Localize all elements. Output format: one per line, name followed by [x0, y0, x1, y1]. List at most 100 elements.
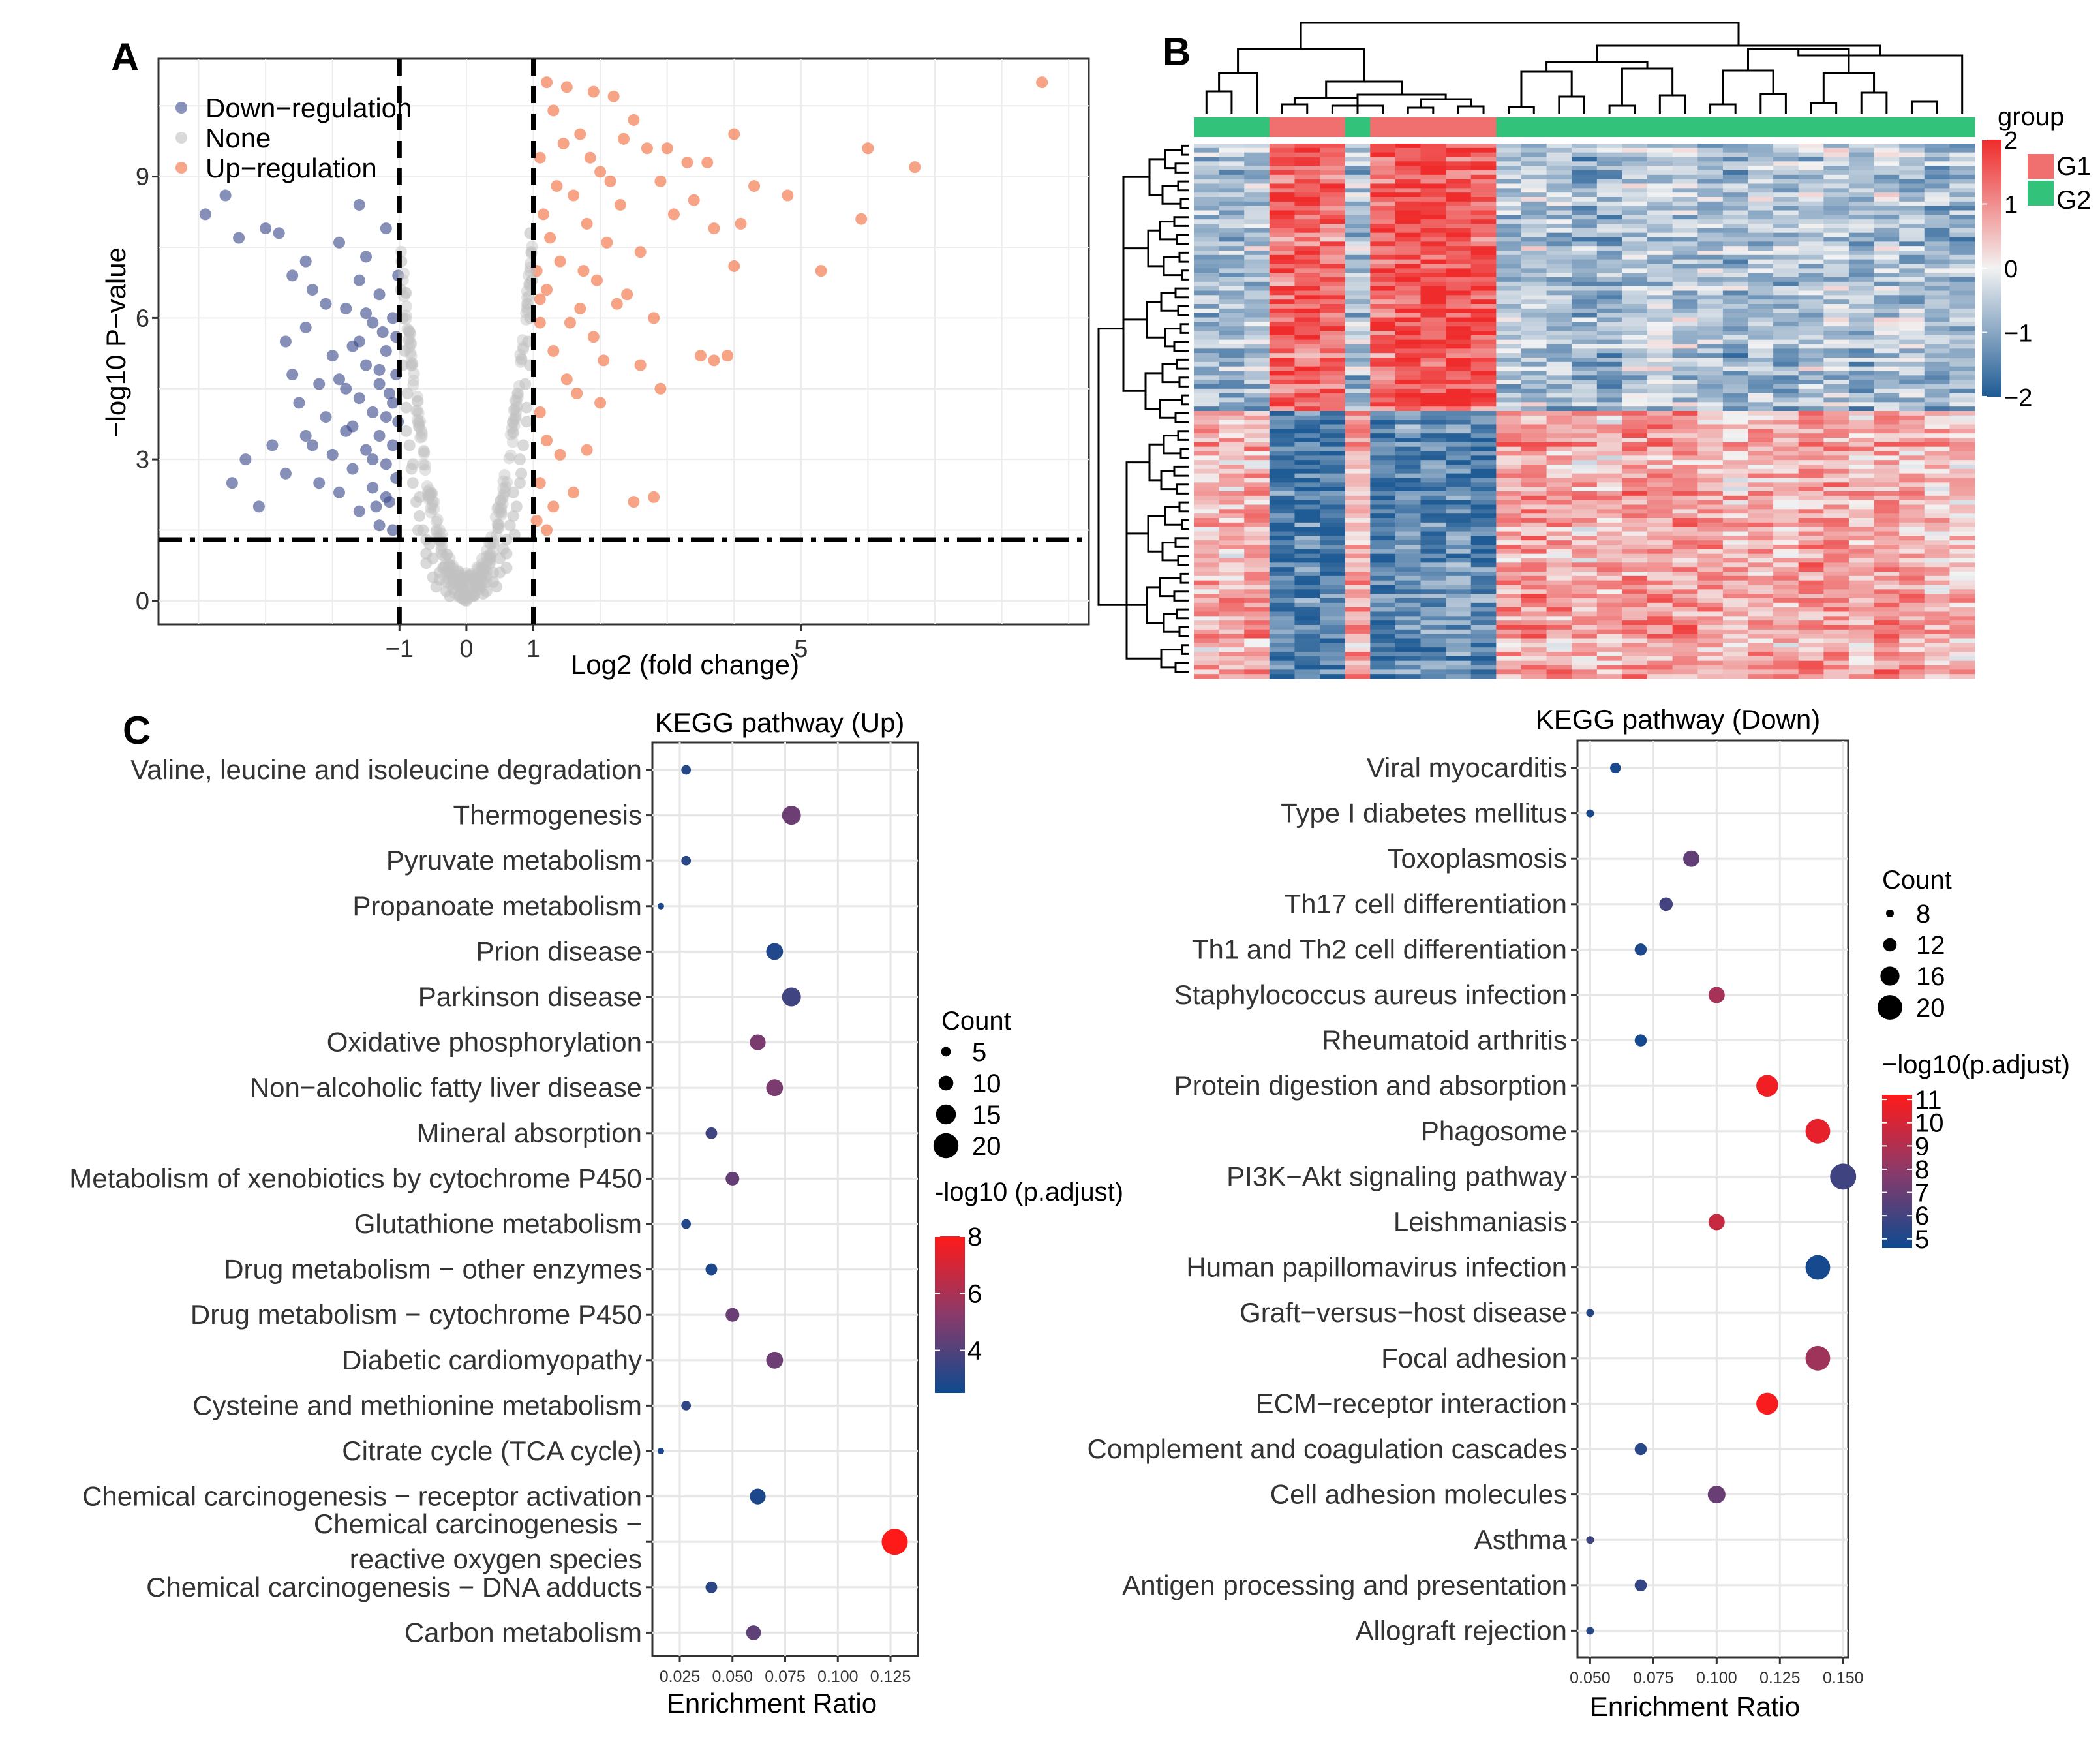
- heatmap-cell: [1446, 219, 1472, 224]
- heatmap-cell: [1697, 478, 1724, 483]
- heatmap-cell: [1546, 558, 1572, 563]
- heatmap-cell: [1722, 429, 1748, 434]
- heatmap-cell: [1395, 192, 1422, 198]
- heatmap-cell: [1899, 647, 1925, 652]
- volcano-point-none: [414, 510, 426, 522]
- heatmap-cell: [1269, 634, 1295, 639]
- heatmap-cell: [1596, 339, 1622, 344]
- heatmap-cell: [1572, 224, 1598, 229]
- volcano-point-none: [506, 422, 518, 435]
- volcano-point-none: [458, 589, 470, 601]
- heatmap-cell: [1722, 656, 1748, 662]
- heatmap-cell: [1370, 424, 1396, 429]
- heatmap-cell: [1848, 652, 1875, 657]
- heatmap-cell: [1899, 402, 1925, 407]
- heatmap-cell: [1370, 482, 1396, 487]
- heatmap-cell: [1269, 495, 1295, 501]
- heatmap-cell: [1521, 215, 1547, 220]
- heatmap-cell: [1823, 144, 1849, 149]
- heatmap-cell: [1194, 433, 1220, 438]
- heatmap-cell: [1446, 170, 1472, 176]
- heatmap-cell: [1647, 527, 1673, 532]
- heatmap-cell: [1622, 656, 1648, 662]
- heatmap-cell: [1848, 197, 1875, 202]
- heatmap-cell: [1546, 634, 1572, 639]
- heatmap-cell: [1622, 161, 1648, 166]
- volcano-point-none: [447, 572, 459, 585]
- heatmap-cell: [1395, 161, 1422, 166]
- heatmap-cell: [1496, 388, 1522, 394]
- heatmap-cell: [1345, 620, 1371, 626]
- heatmap-cell: [1823, 660, 1849, 665]
- heatmap-cell: [1420, 522, 1446, 528]
- heatmap-cell: [1521, 487, 1547, 492]
- heatmap-cell: [1672, 201, 1698, 207]
- volcano-point-down: [373, 378, 386, 390]
- heatmap-cell: [1395, 317, 1422, 322]
- volcano-point-up: [547, 500, 560, 513]
- heatmap-cell: [1899, 442, 1925, 448]
- heatmap-cell: [1521, 170, 1547, 176]
- heatmap-cell: [1572, 643, 1598, 648]
- heatmap-cell: [1596, 442, 1622, 448]
- heatmap-cell: [1722, 465, 1748, 470]
- volcano-point-none: [412, 407, 425, 420]
- heatmap-cell: [1697, 152, 1724, 157]
- heatmap-cell: [1194, 572, 1220, 577]
- heatmap-cell: [1647, 144, 1673, 149]
- heatmap-cell: [1320, 179, 1346, 184]
- heatmap-cell: [1899, 585, 1925, 590]
- heatmap-cell: [1899, 478, 1925, 483]
- volcano-point-down: [380, 222, 392, 235]
- volcano-point-none: [459, 574, 471, 586]
- heatmap-cell: [1269, 152, 1295, 157]
- heatmap-cell: [1244, 259, 1270, 264]
- heatmap-cell: [1572, 567, 1598, 572]
- heatmap-cell: [1622, 415, 1648, 421]
- heatmap-cell: [1194, 598, 1220, 604]
- heatmap-cell: [1949, 442, 1975, 448]
- heatmap-cell: [1420, 371, 1446, 376]
- heatmap-cell: [1395, 625, 1422, 630]
- heatmap-cell: [1773, 487, 1799, 492]
- heatmap-cell: [1269, 170, 1295, 176]
- heatmap-cell: [1345, 304, 1371, 309]
- heatmap-cell: [1244, 585, 1270, 590]
- heatmap-cell: [1370, 295, 1396, 300]
- heatmap-cell: [1294, 353, 1320, 358]
- heatmap-cell: [1395, 344, 1422, 349]
- heatmap-cell: [1949, 147, 1975, 153]
- heatmap-cell: [1521, 161, 1547, 166]
- heatmap-cell: [1496, 442, 1522, 448]
- heatmap-cell: [1345, 500, 1371, 505]
- heatmap-cell: [1496, 567, 1522, 572]
- heatmap-cell: [1697, 415, 1724, 421]
- heatmap-cell: [1446, 562, 1472, 568]
- heatmap-cell: [1194, 397, 1220, 403]
- heatmap-cell: [1697, 638, 1724, 643]
- heatmap-cell: [1219, 669, 1245, 675]
- heatmap-cell: [1420, 192, 1446, 198]
- heatmap-cell: [1219, 206, 1245, 211]
- heatmap-cell: [1798, 518, 1824, 523]
- heatmap-cell: [1748, 317, 1774, 322]
- heatmap-cell: [1269, 179, 1295, 184]
- heatmap-cell: [1521, 393, 1547, 398]
- heatmap-cell: [1622, 572, 1648, 577]
- kegg-dot: [725, 1171, 740, 1186]
- dendrogram-branch: [1122, 266, 1146, 392]
- heatmap-cell: [1748, 429, 1774, 434]
- heatmap-cell: [1395, 308, 1422, 314]
- heatmap-cell: [1496, 353, 1522, 358]
- volcano-point-none: [399, 286, 412, 299]
- kegg-dot: [1707, 1486, 1726, 1504]
- volcano-point-none: [400, 401, 412, 414]
- volcano-point-none: [405, 463, 418, 475]
- heatmap-cell: [1420, 322, 1446, 327]
- heatmap-cell: [1874, 460, 1900, 465]
- heatmap-cell: [1899, 157, 1925, 162]
- heatmap-cell: [1572, 210, 1598, 215]
- heatmap-cell: [1395, 331, 1422, 336]
- heatmap-cell: [1496, 304, 1522, 309]
- heatmap-cell: [1899, 522, 1925, 528]
